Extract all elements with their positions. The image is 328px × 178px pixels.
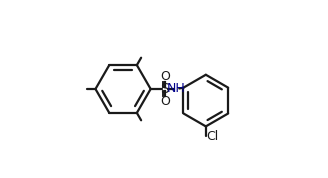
Text: O: O <box>160 70 170 83</box>
Text: S: S <box>160 82 169 96</box>
Text: Cl: Cl <box>207 130 219 143</box>
Text: O: O <box>160 95 170 108</box>
Text: NH: NH <box>167 82 186 96</box>
